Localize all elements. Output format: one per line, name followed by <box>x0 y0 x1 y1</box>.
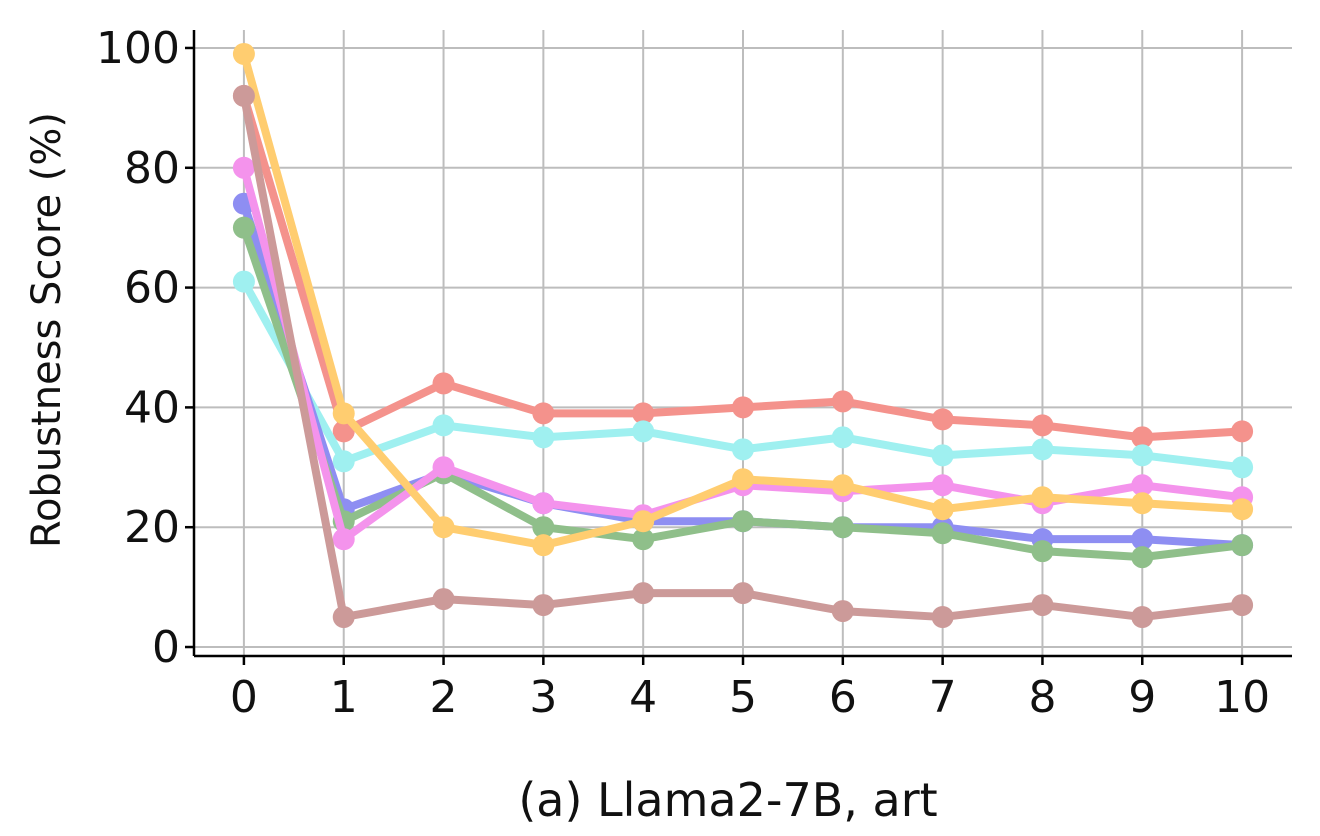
series-6-point-4 <box>632 582 655 605</box>
series-3-point-6 <box>831 516 854 539</box>
y-tick-label-2: 40 <box>124 382 180 433</box>
y-tick-label-3: 60 <box>124 263 180 314</box>
series-5-point-1 <box>332 402 355 425</box>
series-3-point-8 <box>1031 540 1054 563</box>
x-tick-label-6: 6 <box>829 672 857 723</box>
series-1-point-7 <box>931 444 954 467</box>
series-group <box>232 42 1254 629</box>
x-tick-label-7: 7 <box>929 672 957 723</box>
series-5-point-9 <box>1131 492 1154 515</box>
series-1-point-5 <box>732 438 754 461</box>
series-4-point-9 <box>1131 474 1154 497</box>
series-0-point-4 <box>632 402 655 425</box>
series-3-point-0 <box>232 216 255 239</box>
series-6-point-5 <box>732 582 754 605</box>
series-4-point-3 <box>532 492 555 515</box>
series-3-point-7 <box>931 522 954 545</box>
series-5-point-10 <box>1231 498 1254 521</box>
series-5-point-2 <box>432 516 455 539</box>
series-5-point-0 <box>232 42 255 65</box>
x-tick-label-3: 3 <box>529 672 557 723</box>
series-4-point-0 <box>232 156 255 179</box>
y-tick-label-4: 80 <box>124 143 180 194</box>
x-tick-label-2: 2 <box>430 672 458 723</box>
series-0-point-6 <box>831 390 854 413</box>
series-0-point-3 <box>532 402 555 425</box>
x-tick-label-9: 9 <box>1128 672 1156 723</box>
chart-caption: (a) Llama2-7B, art <box>518 773 937 827</box>
series-5-point-5 <box>732 468 754 491</box>
series-0-point-9 <box>1131 426 1154 449</box>
series-6-point-2 <box>432 588 455 611</box>
series-6 <box>232 84 1254 629</box>
y-tick-label-0: 0 <box>152 622 180 673</box>
series-5-point-3 <box>532 534 555 557</box>
series-1-point-6 <box>831 426 854 449</box>
series-3-point-10 <box>1231 534 1254 557</box>
axes <box>185 30 1292 665</box>
series-0-point-7 <box>931 408 954 431</box>
series-1-point-1 <box>332 450 355 473</box>
series-6-point-8 <box>1031 594 1054 617</box>
series-1-point-9 <box>1131 444 1154 467</box>
x-tick-label-8: 8 <box>1028 672 1056 723</box>
grid <box>194 30 1292 656</box>
series-0-point-5 <box>732 396 754 419</box>
series-0-point-2 <box>432 372 455 395</box>
series-1-point-0 <box>232 270 255 293</box>
y-axis-label: Robustness Score (%) <box>24 112 70 548</box>
series-6-point-7 <box>931 606 954 629</box>
series-1 <box>232 270 1254 479</box>
series-0-point-1 <box>332 420 355 443</box>
series-5-point-4 <box>632 510 655 533</box>
x-tick-label-10: 10 <box>1214 672 1270 723</box>
series-6-point-0 <box>232 84 255 107</box>
x-tick-label-5: 5 <box>729 672 757 723</box>
series-3-point-4 <box>632 528 655 551</box>
x-tick-label-4: 4 <box>629 672 657 723</box>
series-6-point-3 <box>532 594 555 617</box>
series-3-point-5 <box>732 510 754 533</box>
series-4-point-7 <box>931 474 954 497</box>
y-tick-label-5: 100 <box>96 23 180 74</box>
y-tick-labels: 0 20 40 60 80 100 <box>96 23 180 673</box>
series-0-point-10 <box>1231 420 1254 443</box>
series-4-point-1 <box>332 528 355 551</box>
x-tick-label-0: 0 <box>230 672 258 723</box>
series-5-point-7 <box>931 498 954 521</box>
series-6-point-9 <box>1131 606 1154 629</box>
series-5-point-8 <box>1031 486 1054 509</box>
x-tick-labels: 0 1 2 3 4 5 6 7 8 9 10 <box>230 672 1270 723</box>
series-2-point-9 <box>1131 528 1154 551</box>
y-tick-label-1: 20 <box>124 502 180 553</box>
series-6-point-10 <box>1231 594 1254 617</box>
series-1-point-2 <box>432 414 455 437</box>
series-0-point-8 <box>1031 414 1054 437</box>
series-1-point-10 <box>1231 456 1254 479</box>
series-1-point-4 <box>632 420 655 443</box>
series-6-point-6 <box>831 600 854 623</box>
series-4-point-2 <box>432 456 455 479</box>
x-tick-label-1: 1 <box>330 672 358 723</box>
series-6-point-1 <box>332 606 355 629</box>
series-1-point-3 <box>532 426 555 449</box>
series-3-point-9 <box>1131 546 1154 569</box>
series-1-point-8 <box>1031 438 1054 461</box>
series-3-point-3 <box>532 516 555 539</box>
series-5-point-6 <box>831 474 854 497</box>
series-5 <box>232 42 1254 557</box>
